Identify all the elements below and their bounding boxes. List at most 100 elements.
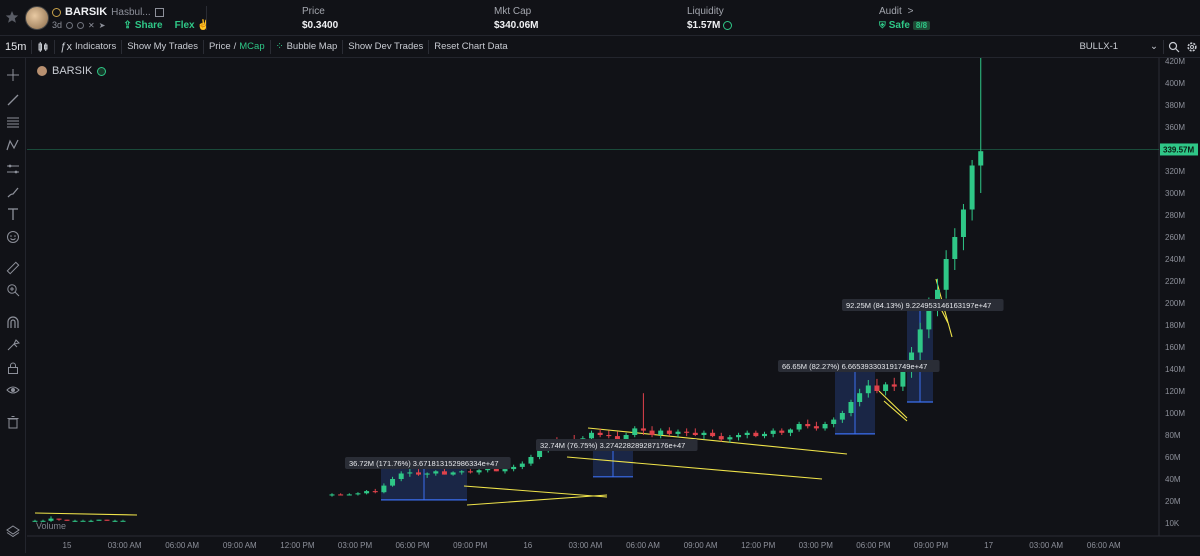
- zoom-in-icon[interactable]: [6, 283, 20, 297]
- x-tick-label: 09:00 PM: [914, 541, 949, 550]
- liquidity-stat: Liquidity $1.57M: [687, 6, 733, 31]
- token-name: Hasbul...: [111, 6, 151, 18]
- candles-icon: [38, 41, 48, 52]
- y-tick-label: 60M: [1165, 453, 1181, 462]
- trend-line: [466, 494, 608, 506]
- candle-body: [589, 432, 594, 439]
- candle-body: [112, 520, 118, 522]
- launchpad-icon: [52, 7, 61, 17]
- price-chart[interactable]: 420M400M380M360M340M320M300M280M260M240M…: [27, 50, 1200, 553]
- candle-body: [528, 457, 534, 464]
- shield-check-icon: ⛨: [879, 20, 886, 30]
- price-mcap-toggle[interactable]: Price / MCap: [208, 41, 265, 52]
- candle-body: [329, 494, 335, 496]
- candle-body: [537, 450, 543, 457]
- candle-body: [433, 471, 439, 474]
- pattern-icon[interactable]: [6, 138, 20, 152]
- candle-body: [511, 466, 517, 470]
- y-tick-label: 20M: [1165, 497, 1181, 506]
- x-twitter-icon[interactable]: ✕: [88, 20, 95, 30]
- measure-label-box: [778, 360, 940, 372]
- emoji-icon[interactable]: [6, 230, 20, 244]
- website-icon[interactable]: [66, 21, 74, 29]
- gear-icon[interactable]: [1186, 41, 1198, 53]
- indicators-button[interactable]: ƒx Indicators: [60, 40, 117, 53]
- text-icon[interactable]: [6, 207, 20, 221]
- reset-chart-data-button[interactable]: Reset Chart Data: [434, 41, 508, 52]
- token-symbol: BARSIK: [65, 6, 108, 18]
- y-tick-label: 100M: [1165, 409, 1185, 418]
- candle-body: [355, 493, 361, 495]
- timeframe-selector[interactable]: 15m: [5, 40, 27, 53]
- y-tick-label: 300M: [1165, 189, 1185, 198]
- candle-body: [459, 471, 465, 473]
- measure-label: 66.65M (82.27%) 6.665393303191749e+47: [782, 362, 927, 371]
- magnet-icon[interactable]: [6, 316, 20, 330]
- candle-body: [736, 435, 742, 438]
- candle-body: [40, 520, 46, 522]
- ruler-icon[interactable]: [6, 261, 20, 275]
- candle-body: [848, 402, 854, 413]
- candle-body: [727, 437, 733, 440]
- brush-icon[interactable]: [6, 185, 20, 199]
- candle-body: [407, 472, 413, 474]
- drawing-toolbar: [0, 58, 26, 553]
- chart-layout-name[interactable]: BULLX-1: [1079, 41, 1119, 52]
- candle-body: [390, 479, 396, 486]
- candle-body: [614, 436, 620, 440]
- candle-body: [597, 432, 603, 435]
- trend-line-icon[interactable]: [6, 93, 20, 107]
- trash-icon[interactable]: [6, 415, 20, 429]
- show-dev-trades-button[interactable]: Show Dev Trades: [348, 41, 424, 52]
- audit-score-badge: 8/8: [912, 21, 931, 30]
- bubble-map-button[interactable]: ⁘ Bubble Map: [275, 41, 338, 52]
- measure-icon[interactable]: [6, 162, 20, 176]
- y-tick-label: 200M: [1165, 299, 1185, 308]
- chevron-right-icon: >: [907, 6, 914, 17]
- candle-type-button[interactable]: [32, 41, 54, 53]
- candle-body: [381, 485, 387, 493]
- trend-line: [878, 390, 908, 419]
- trend-line: [587, 427, 848, 455]
- current-price-tag: [1160, 143, 1198, 156]
- series-visibility-icon[interactable]: [97, 66, 107, 76]
- measure-label-box: [842, 299, 1004, 311]
- search-icon[interactable]: [1168, 41, 1180, 53]
- visibility-icon[interactable]: [6, 383, 20, 397]
- lock-draw-icon[interactable]: [6, 338, 20, 352]
- liquidity-locked-icon: [723, 21, 733, 30]
- copy-address-icon[interactable]: [154, 7, 164, 17]
- y-tick-label: 140M: [1165, 365, 1185, 374]
- current-price-label: 339.57M: [1163, 145, 1194, 154]
- crosshair-icon[interactable]: [6, 68, 20, 82]
- candle-body: [32, 520, 38, 522]
- search-icon[interactable]: [77, 21, 85, 29]
- token-header: BARSIK Hasbul... 3d ✕ ➤ ⇪ Share Flex ✌ P…: [0, 0, 1200, 36]
- candle-body: [519, 463, 525, 467]
- flex-button[interactable]: Flex ✌: [174, 19, 210, 31]
- candlestick-chart[interactable]: 420M400M380M360M340M320M300M280M260M240M…: [27, 50, 1200, 553]
- chart-legend: BARSIK: [37, 65, 107, 77]
- candle-body: [952, 237, 958, 259]
- candle-body: [338, 494, 344, 496]
- candle-body: [64, 519, 70, 521]
- flex-emoji-icon: ✌: [197, 19, 210, 31]
- audit-stat[interactable]: Audit > ⛨ Safe 8/8: [879, 6, 931, 31]
- fib-icon[interactable]: [6, 115, 20, 129]
- share-button[interactable]: ⇪ Share: [123, 19, 163, 31]
- indicators-icon: ƒx: [60, 40, 73, 53]
- candle-body: [762, 433, 767, 437]
- x-tick-label: 06:00 PM: [395, 541, 430, 550]
- telegram-icon[interactable]: ➤: [98, 20, 106, 30]
- candle-body: [779, 430, 785, 433]
- show-my-trades-button[interactable]: Show My Trades: [127, 41, 198, 52]
- measure-label: 32.74M (76.75%) 3.274228289287176e+47: [540, 441, 685, 450]
- candle-body: [450, 472, 456, 475]
- y-tick-label: 320M: [1165, 167, 1185, 176]
- favorite-star-icon[interactable]: [5, 10, 19, 24]
- lock-icon[interactable]: [6, 361, 20, 375]
- chevron-down-icon[interactable]: ⌄: [1150, 41, 1158, 52]
- candle-body: [467, 471, 473, 473]
- candle-body: [88, 520, 94, 522]
- layers-icon[interactable]: [6, 524, 20, 538]
